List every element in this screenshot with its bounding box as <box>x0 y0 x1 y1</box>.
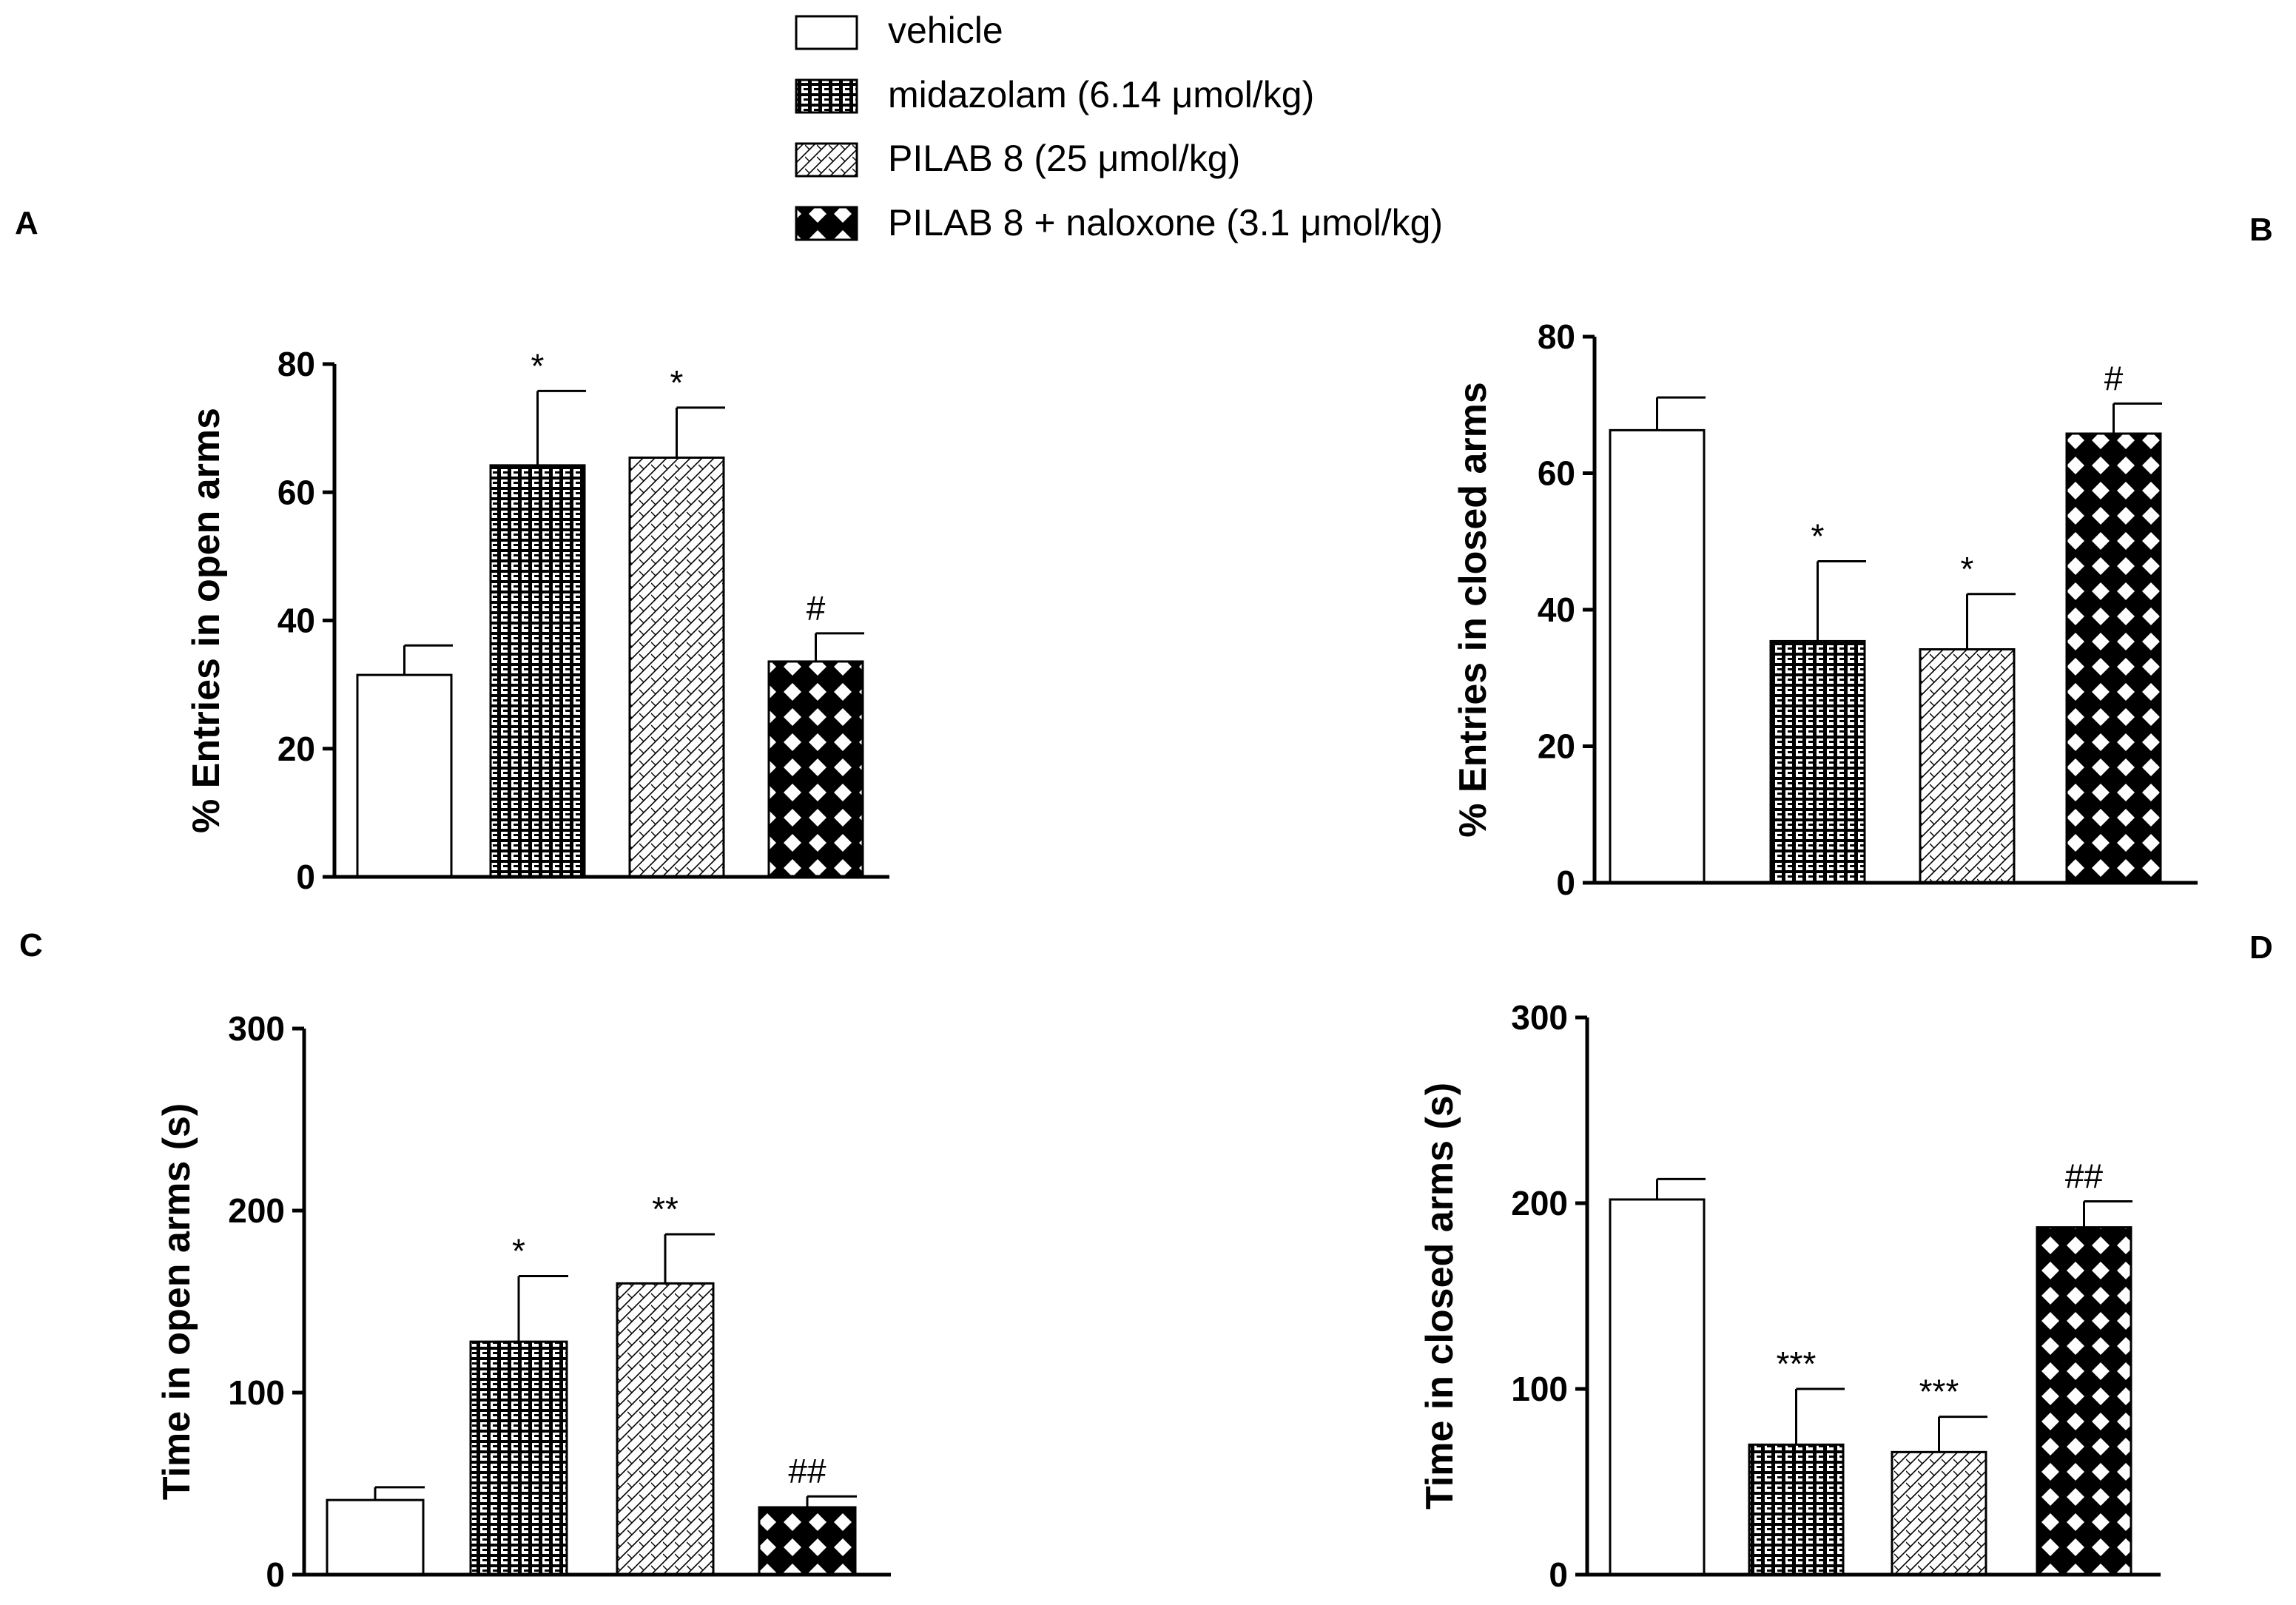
bar-vehicle <box>326 1498 425 1576</box>
legend-label: PILAB 8 + naloxone (3.1 μmol/kg) <box>888 202 1443 243</box>
y-tick-label: 20 <box>277 730 315 768</box>
significance-pilab8-naloxone: # <box>2104 359 2124 397</box>
bar-pilab8-naloxone <box>2036 1226 2132 1576</box>
significance-midazolam: *** <box>1777 1345 1817 1383</box>
bar-vehicle <box>1609 428 1706 884</box>
significance-pilab8: *** <box>1919 1373 1959 1411</box>
legend-label: vehicle <box>888 10 1003 51</box>
y-tick-label: 0 <box>266 1555 285 1594</box>
y-tick-label: 300 <box>228 1009 285 1048</box>
y-tick-label: 0 <box>1556 864 1575 902</box>
y-tick-label: 40 <box>1538 590 1575 629</box>
y-tick-label: 40 <box>277 602 315 640</box>
legend-swatch <box>795 15 858 50</box>
significance-pilab8-naloxone: ## <box>788 1452 827 1490</box>
y-tick-label: 0 <box>296 858 315 896</box>
legend-item-pilab8-naloxone: PILAB 8 + naloxone (3.1 μmol/kg) <box>795 202 1443 243</box>
y-tick-label: 0 <box>1549 1555 1568 1594</box>
y-tick-label: 100 <box>228 1373 285 1412</box>
bar-midazolam <box>1748 1443 1845 1576</box>
panel-letter-c: C <box>19 927 43 963</box>
bar-vehicle <box>356 673 453 878</box>
y-tick-label: 200 <box>228 1191 285 1230</box>
y-axis-label: % Entries in closed arms <box>1452 382 1495 838</box>
y-tick-label: 80 <box>277 345 315 383</box>
chart-panel-a: * * #0 20 40 60 80 % Entries in open arms <box>185 345 889 896</box>
legend-item-vehicle: vehicle <box>795 10 1003 51</box>
legend: vehicle midazolam (6.14 μmol/kg) PILAB 8… <box>795 10 1443 243</box>
y-tick-label: 20 <box>1538 727 1575 766</box>
bar-pilab8-naloxone <box>2065 432 2162 884</box>
y-tick-label: 80 <box>1538 317 1575 356</box>
bar-pilab8 <box>628 456 725 878</box>
bar-pilab8 <box>1919 648 2016 884</box>
legend-swatch <box>795 206 858 241</box>
y-axis-label: Time in open arms (s) <box>155 1103 198 1501</box>
bar-vehicle <box>1609 1198 1706 1576</box>
bar-midazolam <box>469 1340 568 1576</box>
y-tick-label: 100 <box>1511 1370 1568 1408</box>
significance-midazolam: * <box>512 1232 525 1271</box>
y-tick-label: 200 <box>1511 1184 1568 1222</box>
legend-label: PILAB 8 (25 μmol/kg) <box>888 138 1240 179</box>
y-tick-label: 60 <box>1538 454 1575 493</box>
bar-pilab8 <box>616 1282 715 1576</box>
significance-midazolam: * <box>1811 517 1825 556</box>
legend-label: midazolam (6.14 μmol/kg) <box>888 74 1314 115</box>
bar-pilab8-naloxone <box>758 1506 857 1576</box>
chart-panel-b: * * #0 20 40 60 80 % Entries in closed arms <box>1452 317 2198 902</box>
bar-pilab8-naloxone <box>767 660 864 878</box>
y-axis-label: Time in closed arms (s) <box>1418 1083 1461 1510</box>
panel-letter-b: B <box>2249 212 2273 248</box>
y-axis-label: % Entries in open arms <box>185 408 228 833</box>
legend-item-midazolam: midazolam (6.14 μmol/kg) <box>795 74 1314 115</box>
significance-pilab8: ** <box>652 1190 679 1228</box>
significance-pilab8: * <box>1961 550 1974 588</box>
chart-panel-d: *** *** ## 0 100 200 300 Time in closed arms (s… <box>1418 998 2161 1594</box>
significance-pilab8-naloxone: # <box>807 589 826 627</box>
bar-midazolam <box>1769 639 1866 884</box>
legend-swatch <box>795 78 858 114</box>
panel-letter-a: A <box>15 205 38 241</box>
significance-pilab8-naloxone: ## <box>2065 1157 2104 1195</box>
bar-pilab8 <box>1891 1450 1987 1576</box>
bar-midazolam <box>489 464 586 878</box>
legend-swatch <box>795 142 858 178</box>
legend-item-pilab8: PILAB 8 (25 μmol/kg) <box>795 138 1240 179</box>
significance-midazolam: * <box>531 346 545 385</box>
y-tick-label: 60 <box>277 473 315 511</box>
y-tick-label: 300 <box>1511 998 1568 1037</box>
significance-pilab8: * <box>670 363 684 402</box>
panel-letter-d: D <box>2249 929 2273 966</box>
